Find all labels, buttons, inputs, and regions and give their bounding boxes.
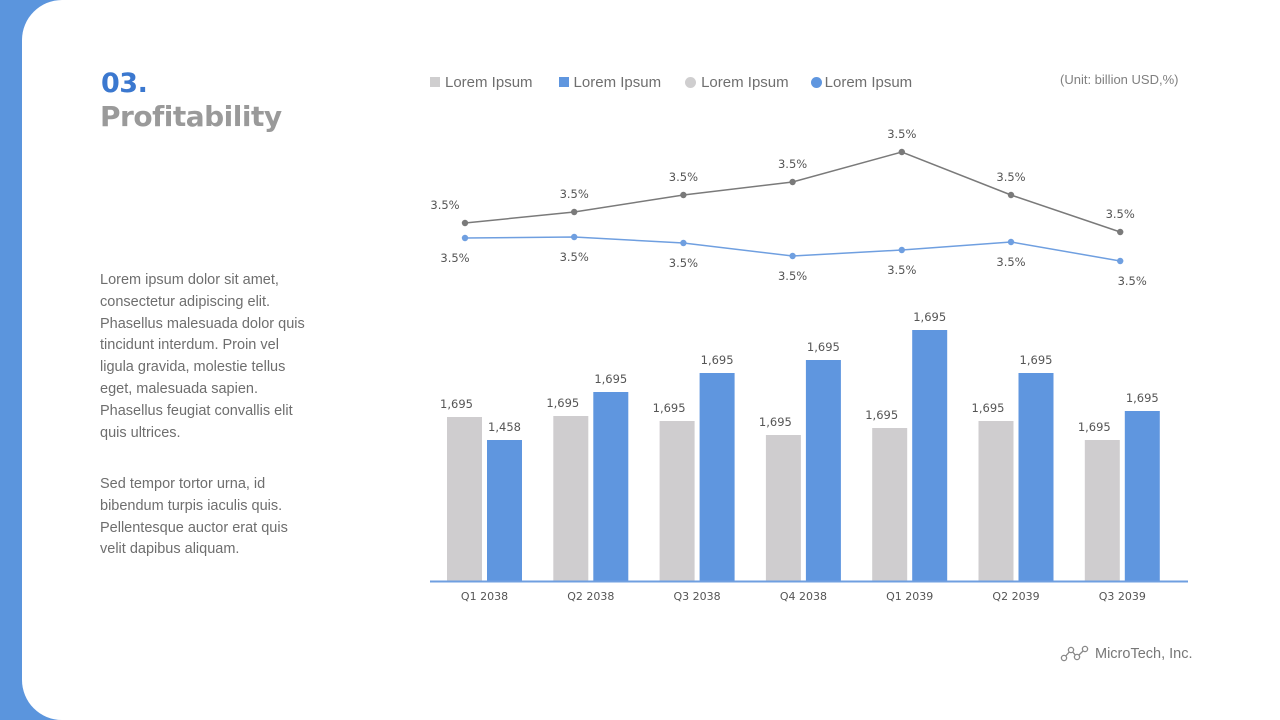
bar-value-label: 1,695: [440, 397, 473, 411]
network-nodes-icon: [1060, 645, 1089, 662]
bar-value-label: 1,695: [1126, 391, 1159, 405]
x-axis-tick-label: Q3 2039: [1099, 590, 1146, 603]
line-value-label: 3.5%: [1106, 207, 1135, 221]
line-point-marker: [1117, 257, 1124, 265]
bar-blue: [805, 360, 841, 581]
line-value-label: 3.5%: [778, 269, 807, 283]
company-logo: MicroTech, Inc.: [1060, 645, 1193, 663]
bar-value-label: 1,695: [653, 401, 686, 415]
x-axis-tick-label: Q2 2039: [992, 590, 1039, 603]
bar-gray: [1084, 440, 1120, 581]
line-value-label: 3.5%: [1118, 274, 1147, 288]
line-point-marker: [898, 148, 905, 156]
x-axis-tick-label: Q3 2038: [674, 590, 721, 603]
company-name: MicroTech, Inc.: [1095, 646, 1193, 662]
legend-item-bar-gray: Lorem Ipsum: [430, 74, 533, 91]
line-point-marker: [1007, 191, 1015, 199]
bar-value-label: 1,695: [972, 401, 1005, 415]
circle-marker-icon: [810, 76, 822, 88]
bar-gray: [765, 435, 801, 581]
line-point-marker: [789, 178, 796, 186]
x-axis-tick-label: Q1 2039: [886, 590, 933, 603]
line-value-label: 3.5%: [887, 127, 916, 141]
line-value-label: 3.5%: [996, 255, 1025, 269]
bar-value-label: 1,695: [594, 372, 627, 386]
line-value-label: 3.5%: [887, 263, 916, 277]
bar-value-label: 1,695: [701, 353, 734, 367]
section-number: 03.: [101, 68, 148, 99]
bar-gray: [872, 428, 908, 581]
line-point-marker: [571, 233, 578, 241]
unit-label: (Unit: billion USD,%): [1060, 72, 1179, 87]
legend-item-line-blue: Lorem Ipsum: [810, 73, 913, 91]
bar-gray: [447, 417, 482, 581]
line-value-label: 3.5%: [560, 250, 589, 264]
legend-label: Lorem Ipsum: [824, 73, 913, 91]
legend-label: Lorem Ipsum: [701, 73, 789, 91]
bar-blue: [912, 330, 948, 581]
line-value-label: 3.5%: [996, 170, 1025, 184]
circle-marker-icon: [685, 76, 697, 88]
chart-legend: Lorem Ipsum Lorem Ipsum Lorem Ipsum Lore…: [430, 72, 934, 92]
legend-label: Lorem Ipsum: [573, 73, 662, 91]
x-axis-tick-label: Q1 2038: [461, 590, 508, 603]
bar-blue: [487, 440, 522, 581]
description-paragraph-2: Sed tempor tortor urna, id bibendum turp…: [100, 476, 288, 558]
line-value-label: 3.5%: [560, 187, 589, 201]
x-axis-tick-label: Q2 2038: [567, 590, 614, 603]
line-value-label: 3.5%: [669, 256, 698, 270]
line-point-marker: [461, 234, 469, 242]
legend-item-line-gray: Lorem Ipsum: [685, 74, 789, 91]
line-point-marker: [571, 208, 578, 216]
square-marker-icon: [558, 77, 569, 87]
bar-value-label: 1,695: [865, 408, 898, 422]
line-point-marker: [1117, 228, 1124, 236]
line-point-marker: [461, 219, 469, 227]
bar-value-label: 1,458: [488, 420, 521, 434]
description-paragraph-1: Lorem ipsum dolor sit amet, consectetur …: [100, 272, 305, 441]
line-point-marker: [789, 252, 796, 260]
bar-gray: [553, 416, 589, 581]
line-value-label: 3.5%: [440, 251, 469, 265]
bar-value-label: 1,695: [759, 415, 792, 429]
bar-value-label: 1,695: [807, 340, 840, 354]
bar-value-label: 1,695: [546, 396, 579, 410]
line-value-label: 3.5%: [778, 157, 807, 171]
line-point-marker: [680, 191, 687, 199]
line-value-label: 3.5%: [430, 198, 459, 212]
slide-card: [22, 0, 1280, 720]
legend-item-bar-blue: Lorem Ipsum: [558, 73, 662, 91]
bar-blue: [699, 373, 735, 581]
bar-gray: [978, 421, 1014, 581]
bar-blue: [593, 392, 629, 581]
bar-value-label: 1,695: [913, 310, 946, 324]
line-point-marker: [898, 246, 905, 254]
x-axis-tick-label: Q4 2038: [780, 590, 827, 603]
line-value-label: 3.5%: [669, 170, 698, 184]
legend-label: Lorem Ipsum: [445, 73, 533, 91]
bar-value-label: 1,695: [1020, 353, 1053, 367]
bar-blue: [1124, 411, 1160, 581]
bar-value-label: 1,695: [1078, 420, 1111, 434]
section-title: Profitability: [100, 100, 282, 133]
line-point-marker: [1007, 238, 1015, 246]
bar-blue: [1018, 373, 1054, 581]
square-marker-icon: [430, 77, 440, 87]
bar-gray: [659, 421, 695, 581]
line-point-marker: [680, 239, 687, 247]
